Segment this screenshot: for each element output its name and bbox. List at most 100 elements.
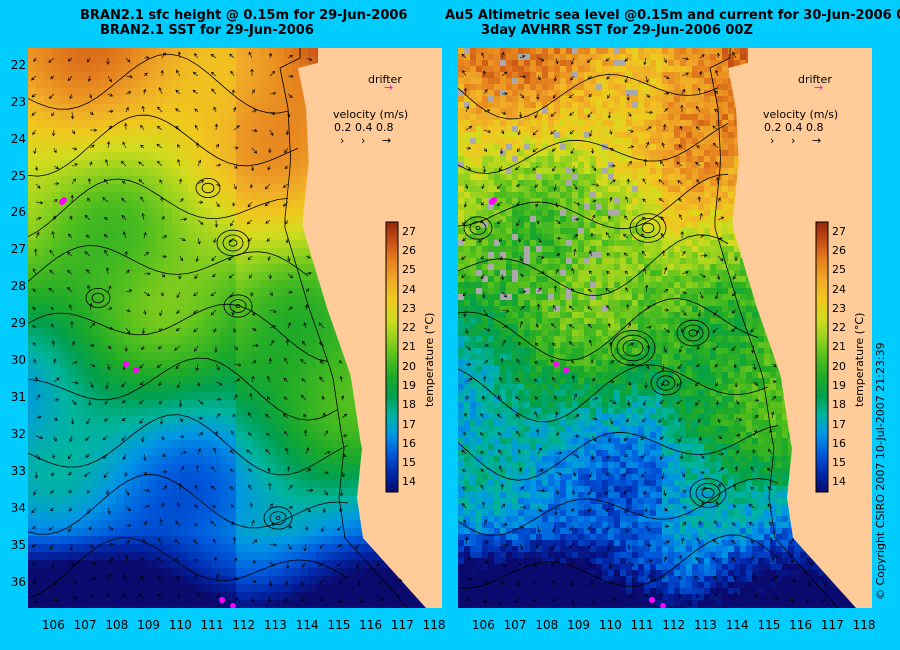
colorbar-tick-label: 18: [402, 398, 416, 412]
latitude-tick-label: 33: [10, 464, 26, 479]
velocity-legend-label: velocity (m/s): [763, 108, 839, 121]
drifter-legend-label: drifter: [798, 73, 832, 86]
colorbar-tick-label: 20: [832, 359, 846, 373]
velocity-scale-arrow-icon: ›: [770, 134, 775, 147]
longitude-tick-label: 107: [73, 618, 97, 632]
map-canvas: [28, 48, 442, 608]
colorbar-title: temperature (°C): [423, 312, 436, 407]
longitude-tick-label: 117: [820, 618, 844, 632]
longitude-tick-label: 114: [295, 618, 319, 632]
colorbar-tick-label: 14: [402, 475, 416, 489]
colorbar-tick-label: 18: [832, 398, 846, 412]
colorbar-tick-label: 24: [402, 282, 416, 296]
longitude-tick-label: 110: [598, 618, 622, 632]
velocity-scale-arrow-icon: →: [382, 134, 392, 147]
longitude-tick-label: 109: [567, 618, 590, 632]
drifter-tracks: [59, 197, 236, 608]
colorbar-tick-label: 24: [832, 282, 846, 296]
latitude-tick-label: 24: [10, 131, 26, 146]
left-title-line2: BRAN2.1 SST for 29-Jun-2006: [100, 23, 314, 38]
latitude-tick-label: 32: [10, 427, 26, 442]
right-title: Au5 Altimetric sea level @0.15m and curr…: [445, 8, 900, 38]
colorbar-title: temperature (°C): [853, 312, 866, 407]
colorbar-tick-label: 21: [832, 340, 846, 354]
longitude-tick-label: 107: [503, 618, 527, 632]
current-vectors: [461, 51, 827, 606]
velocity-legend-label: velocity (m/s): [333, 108, 409, 121]
left-title: BRAN2.1 sfc height @ 0.15m for 29-Jun-20…: [80, 8, 407, 38]
velocity-scale-arrow-icon: ›: [361, 134, 366, 147]
colorbar-tick-label: 15: [402, 456, 416, 470]
colorbar-tick-label: 17: [402, 417, 416, 431]
longitude-tick-label: 115: [327, 618, 351, 632]
latitude-tick-label: 31: [10, 390, 26, 405]
longitude-tick-label: 116: [359, 618, 383, 632]
land-mass: [728, 48, 872, 608]
longitude-tick-label: 111: [630, 618, 654, 632]
longitude-tick-label: 112: [662, 618, 686, 632]
colorbar-tick-label: 26: [402, 243, 416, 257]
drifter-legend-label: drifter: [368, 73, 402, 86]
velocity-scale-arrow-icon: ›: [791, 134, 796, 147]
latitude-tick-label: 30: [10, 353, 26, 368]
colorbar-tick-label: 22: [402, 321, 416, 335]
colorbar-tick-label: 14: [832, 475, 846, 489]
current-vectors: [31, 51, 403, 605]
copyright-notice: © Copyright CSIRO 2007 10-Jul-2007 21:23…: [874, 342, 887, 600]
drifter-legend-marker: →: [384, 81, 394, 94]
colorbar-tick-label: 22: [832, 321, 846, 335]
colorbar-tick-label: 23: [832, 301, 846, 315]
latitude-tick-label: 26: [10, 205, 26, 220]
velocity-scale-value: 0.4: [355, 121, 373, 134]
latitude-tick-label: 22: [10, 57, 26, 72]
colorbar-tick-label: 26: [832, 243, 846, 257]
longitude-tick-label: 111: [200, 618, 224, 632]
velocity-scale-value: 0.4: [785, 121, 803, 134]
map-canvas: [458, 48, 872, 608]
longitude-tick-label: 115: [757, 618, 781, 632]
drifter-legend-marker: →: [814, 81, 824, 94]
left-title-line1: BRAN2.1 sfc height @ 0.15m for 29-Jun-20…: [80, 8, 408, 23]
velocity-scale-value: 0.8: [376, 121, 394, 134]
velocity-scale-arrow-icon: ›: [340, 134, 345, 147]
colorbar: [385, 221, 399, 493]
bran-model-map: 14 15 16 17 18 19 20 21 22 23 24 25 26 27 temperature …: [28, 48, 442, 608]
colorbar-tick-label: 19: [402, 378, 416, 392]
colorbar-tick-label: 25: [402, 263, 416, 277]
longitude-tick-label: 109: [137, 618, 160, 632]
longitude-tick-label: 113: [693, 618, 717, 632]
colorbar-tick-label: 25: [832, 263, 846, 277]
longitude-tick-label: 108: [535, 618, 559, 632]
velocity-scale-value: 0.2: [764, 121, 782, 134]
colorbar-tick-label: 27: [832, 224, 846, 238]
latitude-tick-label: 28: [10, 279, 26, 294]
colorbar-tick-label: 19: [832, 378, 846, 392]
right-title-line1: Au5 Altimetric sea level @0.15m and curr…: [445, 8, 900, 23]
land-mass: [298, 48, 442, 608]
colorbar-tick-label: 15: [832, 456, 846, 470]
longitude-tick-label: 118: [422, 618, 446, 632]
longitude-tick-label: 116: [789, 618, 813, 632]
right-title-line2: 3day AVHRR SST for 29-Jun-2006 00Z: [481, 23, 753, 38]
altimetry-satellite-map: 14 15 16 17 18 19 20 21 22 23 24 25 26 27 temperature …: [458, 48, 872, 608]
latitude-tick-label: 34: [10, 501, 26, 516]
velocity-scale-value: 0.2: [334, 121, 352, 134]
colorbar-tick-label: 23: [402, 301, 416, 315]
latitude-tick-label: 25: [10, 168, 26, 183]
colorbar-tick-label: 16: [832, 436, 846, 450]
longitude-tick-label: 113: [263, 618, 287, 632]
longitude-tick-label: 117: [390, 618, 414, 632]
longitude-tick-label: 106: [41, 618, 65, 632]
colorbar-tick-label: 27: [402, 224, 416, 238]
drifter-tracks: [489, 197, 666, 608]
velocity-scale-arrow-icon: →: [812, 134, 822, 147]
longitude-tick-label: 108: [105, 618, 129, 632]
colorbar-tick-label: 21: [402, 340, 416, 354]
latitude-tick-label: 35: [10, 538, 26, 553]
latitude-tick-label: 23: [10, 94, 26, 109]
longitude-tick-label: 114: [725, 618, 749, 632]
longitude-tick-label: 106: [471, 618, 495, 632]
colorbar-tick-label: 16: [402, 436, 416, 450]
colorbar-tick-label: 20: [402, 359, 416, 373]
latitude-tick-label: 36: [10, 575, 26, 590]
